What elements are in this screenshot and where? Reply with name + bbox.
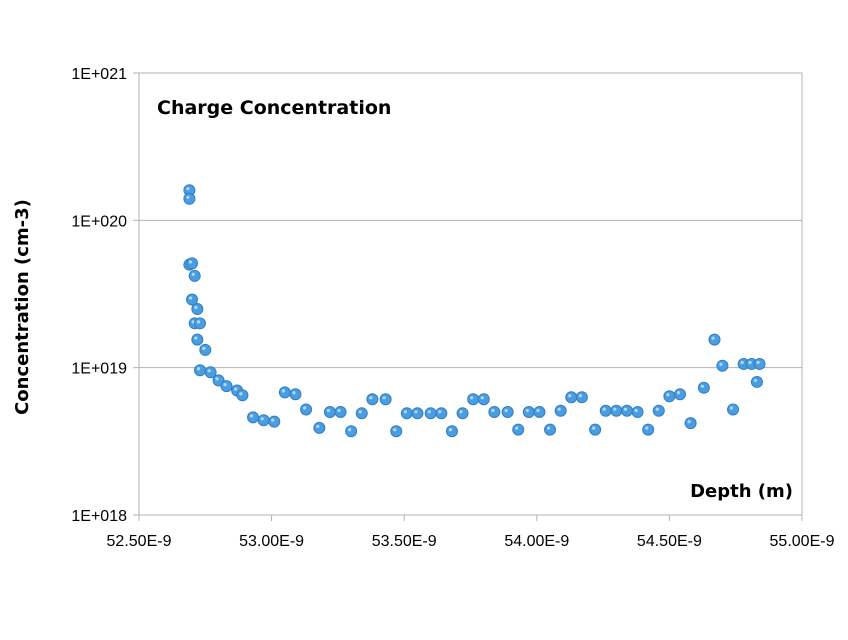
data-point xyxy=(191,333,204,346)
data-point xyxy=(663,390,676,403)
data-point xyxy=(247,411,260,424)
data-point xyxy=(753,357,766,370)
data-point xyxy=(544,423,557,436)
data-point xyxy=(204,366,217,379)
data-point xyxy=(379,393,392,406)
y-tick-label: 1E+021 xyxy=(71,66,127,83)
data-point xyxy=(257,414,270,427)
data-point xyxy=(589,423,602,436)
data-point xyxy=(193,317,206,330)
data-point xyxy=(512,423,525,436)
data-point xyxy=(565,391,578,404)
data-point xyxy=(620,404,633,417)
data-point xyxy=(220,380,233,393)
data-point xyxy=(477,393,490,406)
y-axis-title: Concentration (cm-3) xyxy=(12,199,33,415)
data-point xyxy=(522,406,535,419)
data-point xyxy=(193,364,206,377)
data-point xyxy=(313,421,326,434)
data-point xyxy=(236,389,249,402)
data-point xyxy=(191,303,204,316)
data-point xyxy=(183,192,196,205)
data-point xyxy=(278,386,291,399)
data-point xyxy=(400,407,413,420)
y-tick-label: 1E+018 xyxy=(71,508,127,525)
data-point xyxy=(456,407,469,420)
chart-title: Charge Concentration xyxy=(157,97,391,119)
data-point xyxy=(424,407,437,420)
data-point xyxy=(411,407,424,420)
data-point xyxy=(750,375,763,388)
data-point xyxy=(533,406,546,419)
data-point xyxy=(684,417,697,430)
data-point xyxy=(323,406,336,419)
data-point xyxy=(186,293,199,306)
x-tick-label: 54.00E-9 xyxy=(504,533,569,550)
data-point xyxy=(467,393,480,406)
data-point xyxy=(642,423,655,436)
data-point xyxy=(366,393,379,406)
x-tick-label: 55.00E-9 xyxy=(770,533,835,550)
x-axis-title: Depth (m) xyxy=(690,481,793,502)
plot-area-frame xyxy=(138,72,803,516)
data-point xyxy=(708,333,721,346)
data-point xyxy=(186,257,199,270)
data-point xyxy=(300,403,313,416)
data-point xyxy=(435,407,448,420)
x-tick-label: 53.00E-9 xyxy=(239,533,304,550)
y-axis-ticks: 1E+018 1E+019 1E+020 1E+021 xyxy=(71,66,139,525)
x-tick-label: 54.50E-9 xyxy=(637,533,702,550)
data-point xyxy=(631,406,644,419)
data-point xyxy=(289,388,302,401)
data-point xyxy=(445,425,458,438)
data-point xyxy=(599,404,612,417)
data-point xyxy=(674,388,687,401)
data-point xyxy=(727,403,740,416)
data-points xyxy=(183,184,766,438)
data-point xyxy=(575,391,588,404)
data-point xyxy=(610,404,623,417)
data-point xyxy=(652,404,665,417)
x-tick-label: 52.50E-9 xyxy=(107,533,172,550)
data-point xyxy=(501,406,514,419)
data-point xyxy=(697,381,710,394)
data-point xyxy=(390,425,403,438)
data-point xyxy=(716,359,729,372)
x-axis-ticks: 52.50E-9 53.00E-9 53.50E-9 54.00E-9 54.50E-9… xyxy=(107,515,835,550)
y-tick-label: 1E+020 xyxy=(71,213,127,230)
data-point xyxy=(345,425,358,438)
data-point xyxy=(334,406,347,419)
x-tick-label: 53.50E-9 xyxy=(372,533,437,550)
data-point xyxy=(554,404,567,417)
data-point xyxy=(199,343,212,356)
data-point xyxy=(268,415,281,428)
y-tick-label: 1E+019 xyxy=(71,361,127,378)
data-point xyxy=(188,269,201,282)
data-point xyxy=(355,407,368,420)
data-point xyxy=(488,406,501,419)
